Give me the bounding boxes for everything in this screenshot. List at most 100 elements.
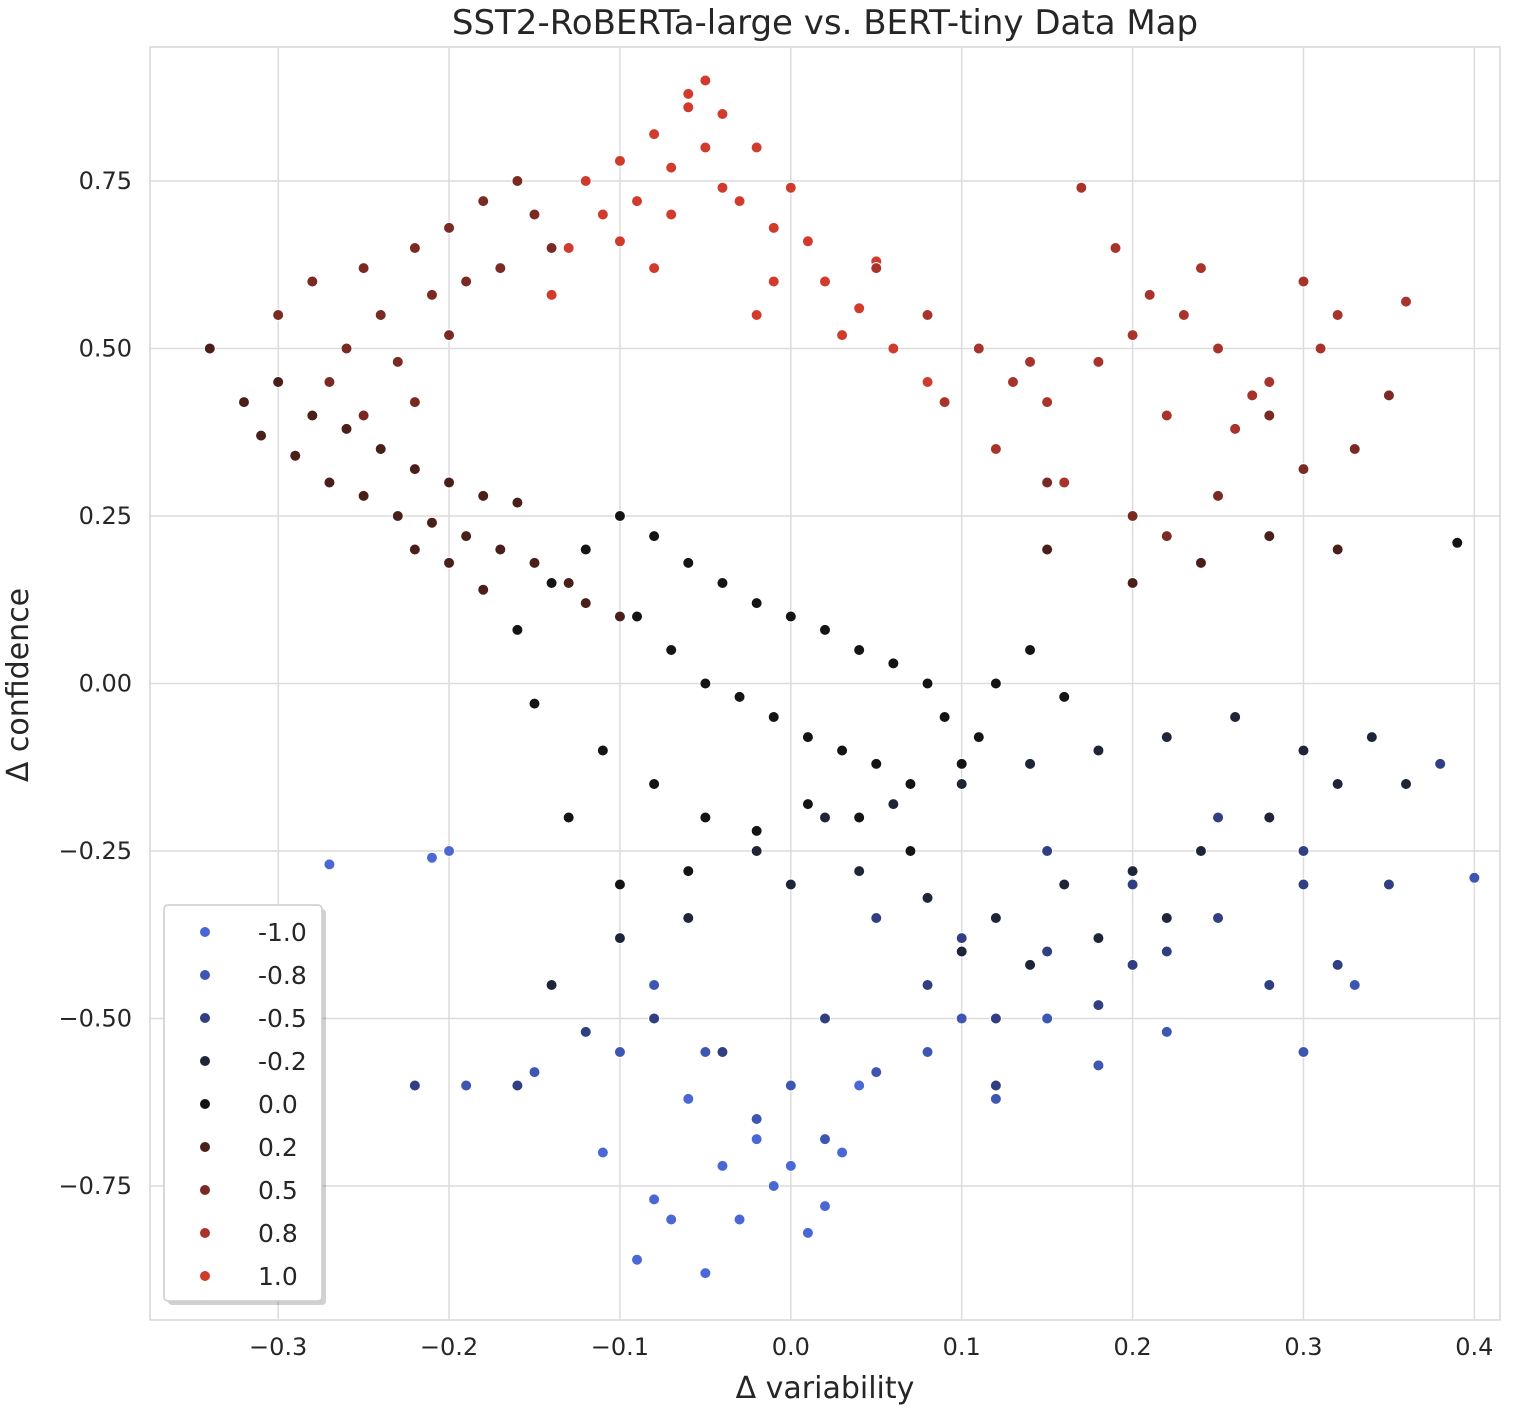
scatter-point [596,1146,609,1159]
scatter-point [579,1025,592,1038]
scatter-point [374,309,387,321]
scatter-point [767,711,780,723]
scatter-point [665,161,678,174]
scatter-point [1212,811,1225,824]
chart-title: SST2-RoBERTa-large vs. BERT-tiny Data Ma… [452,3,1198,43]
scatter-point [443,845,456,857]
y-tick-label: 0.50 [79,335,132,363]
legend-label: 0.0 [258,1090,298,1119]
legend-marker [199,1098,211,1110]
scatter-point [1212,489,1225,502]
scatter-point [1126,865,1139,878]
scatter-point [1194,845,1207,857]
legend-label: 1.0 [258,1262,298,1291]
scatter-point [511,623,524,636]
scatter-point [357,489,370,502]
scatter-point [1092,744,1105,757]
x-tick-label: −0.1 [591,1333,649,1361]
scatter-point [870,757,883,770]
scatter-point [921,677,934,690]
scatter-point [357,409,370,422]
scatter-point [528,556,541,569]
scatter-point [921,1046,934,1058]
scatter-point [1331,309,1344,321]
scatter-point [408,242,421,254]
scatter-point [784,878,797,891]
scatter-point [955,945,968,958]
x-tick-label: 0.2 [1114,1333,1152,1361]
grid-lines [150,47,1500,1320]
scatter-point [716,577,729,589]
scatter-point [819,1133,831,1146]
scatter-point [1400,778,1413,790]
x-tick-label: −0.2 [420,1333,478,1361]
scatter-point [784,181,797,194]
scatter-point [784,1159,797,1172]
plot-area [149,46,1501,1321]
scatter-point [1160,731,1173,744]
scatter-point [767,275,780,288]
legend-marker [199,1012,211,1024]
scatter-point [1024,757,1037,770]
scatter-point [887,342,900,355]
scatter-point [340,342,353,355]
legend-label: -1.0 [258,918,307,947]
scatter-point [784,610,797,623]
scatter-point [784,1079,797,1092]
scatter-point [716,1159,729,1172]
scatter-point [631,1253,644,1266]
scatter-point [853,1079,866,1092]
scatter-point [1006,376,1019,388]
scatter-point [1263,409,1276,422]
scatter-point [750,845,763,857]
scatter-point [289,449,302,462]
scatter-point [989,1079,1002,1092]
scatter-point [357,262,370,275]
scatter-point [853,302,866,315]
scatter-point [1041,1012,1054,1025]
scatter-point [819,623,831,636]
y-tick-label: 0.75 [79,167,132,195]
scatter-point [443,556,456,569]
scatter-point [613,932,626,945]
scatter-point [1024,355,1037,368]
scatter-point [545,242,558,254]
legend-marker [199,1184,211,1196]
scatter-point [237,396,250,409]
scatter-point [562,242,575,254]
legend-label: 0.8 [258,1219,298,1248]
scatter-point [1041,845,1054,857]
scatter-point [511,496,524,509]
scatter-point [494,543,507,556]
scatter-point [562,811,575,824]
scatter-point [1297,845,1310,857]
scatter-point [460,530,473,543]
scatter-point [699,141,712,154]
scatter-point [272,376,285,388]
scatter-point [1058,878,1071,891]
scatter-point [613,878,626,891]
scatter-point [1297,878,1310,891]
scatter-point [989,1092,1002,1105]
x-tick-label: 0.1 [943,1333,981,1361]
y-axis-label: Δ confidence [1,588,36,782]
scatter-point [1041,543,1054,556]
scatter-point [767,1180,780,1192]
scatter-point [955,757,968,770]
scatter-point [648,262,661,275]
scatter-point [1229,711,1242,723]
scatter-point [682,101,695,114]
scatter-point [989,912,1002,924]
scatter-point [306,409,319,422]
scatter-point [613,610,626,623]
scatter-point [1058,690,1071,703]
x-tick-label: 0.0 [772,1333,810,1361]
scatter-point [562,577,575,589]
scatter-point [1092,1059,1105,1072]
scatter-point [631,610,644,623]
scatter-point [1075,181,1088,194]
scatter-point [1160,409,1173,422]
legend: -1.0 -0.8 -0.5 -0.2 0.0 0.2 0.5 0.8 1.0 [163,904,326,1305]
scatter-point [1160,530,1173,543]
scatter-point [801,1226,814,1239]
